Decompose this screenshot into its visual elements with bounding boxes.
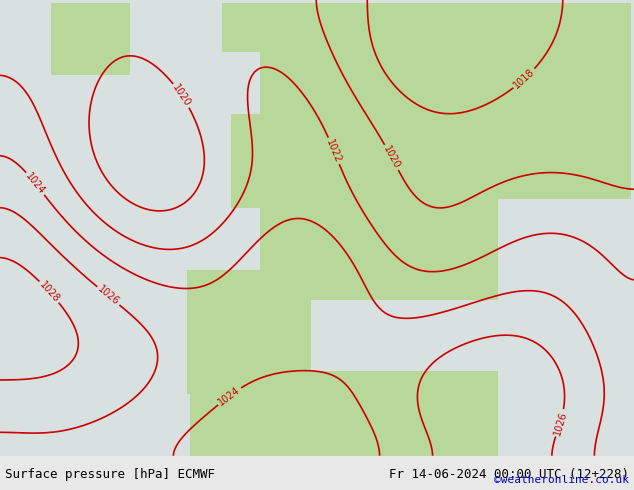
Text: 1024: 1024 — [23, 171, 47, 196]
Text: 1020: 1020 — [381, 144, 402, 171]
Text: 1022: 1022 — [325, 138, 343, 164]
Text: Fr 14-06-2024 00:00 UTC (12+228): Fr 14-06-2024 00:00 UTC (12+228) — [389, 468, 629, 481]
Text: 1024: 1024 — [217, 385, 242, 407]
Text: 1018: 1018 — [512, 67, 537, 91]
Polygon shape — [0, 0, 634, 456]
Text: 1026: 1026 — [96, 284, 121, 308]
Text: 1020: 1020 — [171, 82, 193, 108]
Text: 1026: 1026 — [552, 410, 568, 436]
Polygon shape — [0, 0, 634, 456]
Polygon shape — [0, 456, 634, 490]
Text: Surface pressure [hPa] ECMWF: Surface pressure [hPa] ECMWF — [5, 468, 215, 481]
Text: ©weatheronline.co.uk: ©weatheronline.co.uk — [494, 475, 629, 485]
Polygon shape — [0, 0, 634, 456]
Text: 1028: 1028 — [37, 279, 61, 304]
